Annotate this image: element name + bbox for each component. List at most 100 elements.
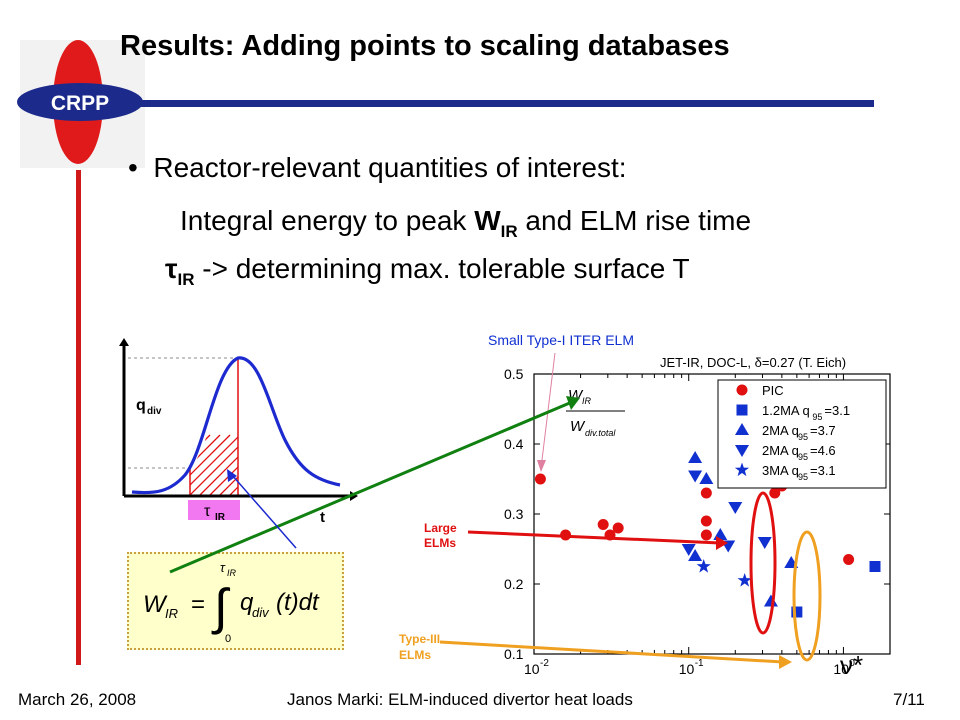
legend-marker xyxy=(736,404,748,416)
formula-q-sub: div xyxy=(252,605,270,620)
formula-w-sub: IR xyxy=(165,606,178,621)
tau-label-sub: IR xyxy=(215,512,226,523)
data-point xyxy=(688,451,703,463)
x-tick-label: 10 xyxy=(833,661,849,677)
logo-text: CRPP xyxy=(51,92,109,115)
title-rule xyxy=(120,100,874,107)
formula-lower: 0 xyxy=(225,633,231,645)
bullet-text: Reactor-relevant quantities of interest: xyxy=(153,152,627,183)
data-point xyxy=(688,470,703,483)
y-tick-label: 0.4 xyxy=(504,436,524,452)
legend-label: 1.2MA q xyxy=(762,403,810,418)
data-point xyxy=(791,606,803,618)
chart-title: JET-IR, DOC-L, δ=0.27 (T. Eich) xyxy=(660,355,846,370)
type3-elm-ellipse xyxy=(792,530,822,662)
line3-text: -> determining max. tolerable surface T xyxy=(194,253,690,284)
data-point xyxy=(699,472,714,484)
formula-tail: (t)dt xyxy=(276,589,320,616)
slide-title: Results: Adding points to scaling databa… xyxy=(120,30,730,62)
w-sub: IR xyxy=(500,222,518,241)
data-point xyxy=(757,537,772,549)
data-point xyxy=(534,473,546,485)
x-tick-label: 10 xyxy=(679,661,695,677)
ratio-den: W xyxy=(570,418,586,435)
formula: W IR = ∫ τ IR 0 q div (t)dt xyxy=(143,560,320,645)
legend-marker xyxy=(736,384,748,396)
bullet-dot: • xyxy=(128,152,154,183)
tau-symbol: τ xyxy=(165,253,178,284)
legend-marker xyxy=(735,423,749,435)
type3-line2: ELMs xyxy=(399,648,432,662)
data-point xyxy=(728,502,743,514)
t-label: t xyxy=(320,509,325,526)
data-point xyxy=(700,515,712,527)
y-tick-label: 0.1 xyxy=(504,646,524,662)
ratio-den-sub: div.total xyxy=(585,428,616,438)
y-tick-label: 0.5 xyxy=(504,366,524,382)
tau-sub: IR xyxy=(177,270,195,289)
x-tick-label-exp: -2 xyxy=(540,658,549,669)
legend-label-tail: =3.1 xyxy=(810,463,836,478)
y-tick-label: 0.3 xyxy=(504,506,524,522)
small-type1-label: Small Type-I ITER ELM xyxy=(488,332,634,348)
legend-label: 2MA q xyxy=(762,423,799,438)
formula-w: W xyxy=(143,591,168,618)
large-elms-line1: Large xyxy=(424,521,457,535)
bullet-line-3: τIR -> determining max. tolerable surfac… xyxy=(165,253,690,290)
y-tick-label: 0.2 xyxy=(504,576,524,592)
heat-flux-sketch: τ IR q div t xyxy=(119,338,358,526)
legend-label: PIC xyxy=(762,383,784,398)
data-point xyxy=(843,554,855,565)
type3-line1: Type-III xyxy=(399,632,441,646)
ratio-num-sub: IR xyxy=(582,396,592,406)
formula-box xyxy=(127,552,344,650)
data-point xyxy=(700,487,712,499)
legend-label-tail: =3.1 xyxy=(824,403,850,418)
x-tick-label: 10 xyxy=(524,661,540,677)
legend-label-tail: =3.7 xyxy=(810,423,836,438)
formula-upper: τ xyxy=(220,560,226,575)
x-tick-label-exp: 0 xyxy=(849,658,855,669)
legend-label-sub: 95 xyxy=(812,412,822,422)
data-point xyxy=(769,487,781,499)
data-point xyxy=(681,544,696,556)
legend-label-sub: 95 xyxy=(798,432,808,442)
w-symbol: W xyxy=(474,205,501,236)
data-point xyxy=(737,573,752,587)
qdiv-label-sub: div xyxy=(147,406,162,417)
integral-sign: ∫ xyxy=(211,579,231,635)
qdiv-label: q xyxy=(136,397,146,414)
legend-label-sub: 95 xyxy=(798,472,808,482)
formula-q: q xyxy=(240,589,254,616)
nu-star-label: ν* xyxy=(840,650,863,680)
line2-post: and ELM rise time xyxy=(517,205,752,236)
data-point xyxy=(688,549,703,561)
large-elms-line2: ELMs xyxy=(424,536,457,550)
data-point xyxy=(612,522,624,534)
footer-date: March 26, 2008 xyxy=(18,690,137,709)
legend-label: 3MA q xyxy=(762,463,799,478)
type3-elms-label: Type-III ELMs xyxy=(399,631,440,663)
legend-label: 2MA q xyxy=(762,443,799,458)
data-point xyxy=(696,559,711,573)
bullet-1: • Reactor-relevant quantities of interes… xyxy=(128,152,627,184)
legend-marker xyxy=(734,462,750,477)
tau-label: τ xyxy=(204,503,211,520)
data-point xyxy=(869,561,881,572)
large-elms-label: Large ELMs xyxy=(424,521,457,551)
large-elm-ellipse xyxy=(749,491,777,635)
legend-label-sub: 95 xyxy=(798,452,808,462)
bullet-line-2: Integral energy to peak WIR and ELM rise… xyxy=(180,205,751,242)
formula-upper-sub: IR xyxy=(227,568,237,578)
data-point xyxy=(597,519,609,530)
data-point xyxy=(700,529,712,541)
data-point xyxy=(763,594,778,607)
formula-eq: = xyxy=(191,591,205,618)
footer-page: 7/11 xyxy=(893,690,925,709)
line2-text: Integral energy to peak xyxy=(180,205,475,236)
footer-center: Janos Marki: ELM-induced divertor heat l… xyxy=(287,690,633,709)
x-tick-label-exp: -1 xyxy=(695,658,704,669)
legend-label-tail: =4.6 xyxy=(810,443,836,458)
